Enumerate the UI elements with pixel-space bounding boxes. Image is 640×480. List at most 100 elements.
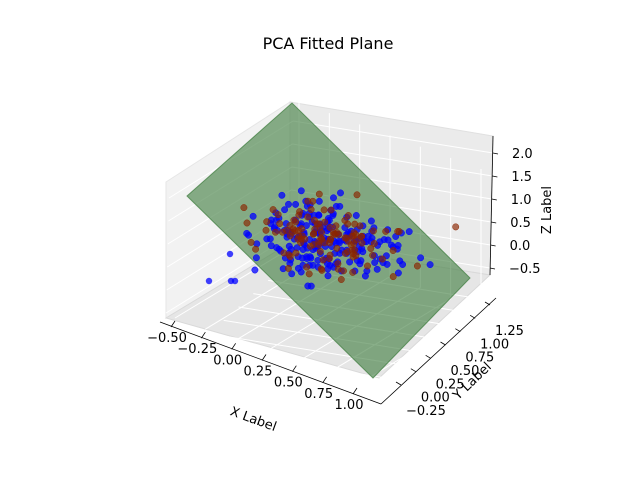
scatter-point <box>307 254 315 262</box>
scatter-point <box>284 264 292 272</box>
scatter-point <box>296 208 304 216</box>
y-tick-label: 0.00 <box>421 391 450 406</box>
x-tick-mark <box>322 376 327 384</box>
y-tick-mark <box>469 314 476 319</box>
scatter-point <box>286 222 294 229</box>
scatter-point <box>351 246 359 254</box>
y-tick-mark <box>395 381 402 386</box>
y-tick-label: 0.50 <box>451 364 480 379</box>
scatter-point <box>373 265 381 273</box>
scatter-point <box>269 206 277 214</box>
scatter-point <box>340 267 347 275</box>
scatter-point <box>272 228 279 236</box>
scatter-point <box>316 223 324 231</box>
scatter-point <box>337 276 345 283</box>
scatter-point <box>333 244 341 252</box>
y-tick-label: 0.25 <box>436 377 465 392</box>
scatter-point <box>346 258 354 266</box>
x-tick-label: 1.00 <box>335 398 364 413</box>
scatter-point <box>276 220 284 228</box>
scatter-point <box>292 200 300 208</box>
scatter-point <box>337 189 344 197</box>
scatter-point <box>288 270 296 278</box>
scatter-point <box>364 262 371 270</box>
z-grid-line <box>292 120 494 154</box>
y-tick-label: 0.75 <box>465 351 494 366</box>
scatter-point <box>367 245 375 252</box>
scatter-point <box>247 238 255 246</box>
scatter-point <box>349 268 357 276</box>
x-tick-mark <box>201 331 206 339</box>
scatter-point <box>378 255 386 263</box>
x-tick-label: 0.25 <box>244 365 273 380</box>
scatter-point <box>353 191 361 199</box>
y-axis-line <box>380 297 497 405</box>
chart-title: PCA Fitted Plane <box>263 34 394 53</box>
scatter-point <box>266 235 274 243</box>
scatter-point <box>334 260 342 268</box>
x-tick-mark <box>352 387 358 395</box>
x-tick-mark <box>231 343 236 350</box>
x-tick-label: 0.50 <box>274 376 303 391</box>
scatter-point <box>279 228 286 236</box>
scatter-point <box>262 226 270 234</box>
scatter-point <box>319 256 327 264</box>
scatter-point <box>324 272 332 280</box>
scatter-point <box>290 216 298 224</box>
y-tick-mark <box>440 341 446 346</box>
y-tick-mark <box>410 368 417 373</box>
scatter-point <box>231 277 239 285</box>
scatter-point <box>205 277 213 285</box>
scatter-point <box>389 273 397 281</box>
scatter-point <box>389 247 397 254</box>
scatter-point <box>341 234 349 242</box>
scatter-point <box>321 218 329 226</box>
x-tick-label: −0.25 <box>177 342 217 357</box>
scatter-point <box>305 270 313 278</box>
scatter-point <box>327 206 335 214</box>
scatter-point <box>315 190 323 198</box>
z-tick-mark <box>492 175 498 178</box>
x-tick-mark <box>170 320 176 328</box>
z-tick-mark <box>491 221 497 224</box>
scatter-point <box>394 228 402 235</box>
scatter-point <box>304 213 312 221</box>
scatter-point <box>278 191 286 199</box>
y-tick-mark <box>425 354 431 359</box>
scatter-point <box>369 251 377 259</box>
scatter-points <box>205 187 460 290</box>
scatter-point <box>321 239 329 247</box>
z-tick-label: 0.0 <box>510 239 531 254</box>
scatter-point <box>304 197 312 205</box>
z-tick-mark <box>492 152 499 155</box>
scatter-point <box>394 242 402 249</box>
scatter-point <box>357 257 365 265</box>
scatter-point <box>297 187 305 195</box>
axis-lines <box>159 135 497 405</box>
scatter-point <box>240 204 248 212</box>
scatter-point <box>417 254 425 262</box>
scatter-point <box>315 237 323 245</box>
scatter-point <box>281 206 289 214</box>
y-tick-label: 1.00 <box>480 337 509 352</box>
scatter-point <box>344 212 352 219</box>
scatter-point <box>326 251 334 259</box>
z-axis-label: Z Label <box>540 186 555 234</box>
scatter-point <box>226 250 234 258</box>
scatter-point <box>252 254 260 262</box>
scatter-point <box>249 212 257 220</box>
scatter-point <box>315 197 323 205</box>
z-tick-mark <box>490 244 496 247</box>
x-axis-line <box>159 321 382 405</box>
z-tick-label: −0.5 <box>509 262 541 277</box>
scatter-point <box>350 239 358 247</box>
scatter-point <box>405 228 413 236</box>
y-tick-mark <box>484 301 491 306</box>
scatter-point <box>369 227 377 235</box>
scatter-point <box>252 245 260 253</box>
z-tick-mark <box>489 267 496 270</box>
scatter-point <box>297 268 305 276</box>
y-grid-line <box>193 346 393 380</box>
scatter-point <box>344 220 352 228</box>
